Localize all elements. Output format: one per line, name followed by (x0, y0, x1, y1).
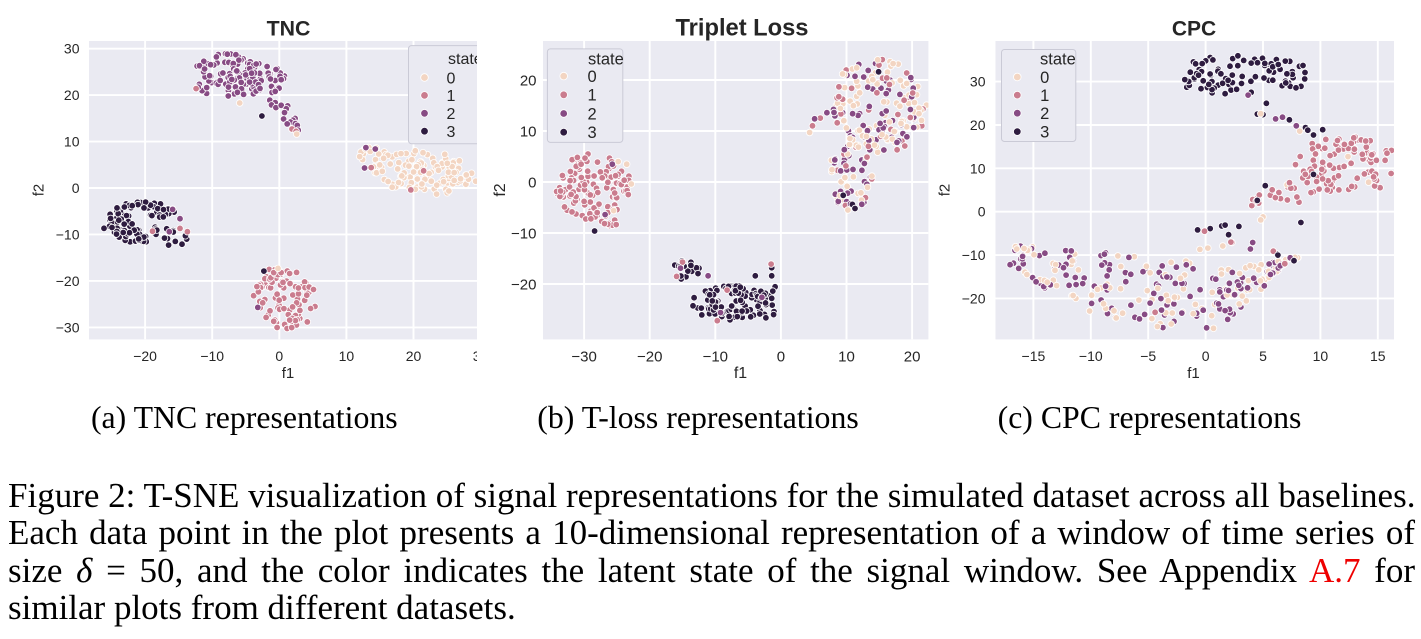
svg-text:20: 20 (64, 87, 80, 103)
svg-text:0: 0 (275, 348, 283, 364)
svg-text:−10: −10 (56, 227, 80, 243)
svg-text:0: 0 (72, 180, 80, 196)
svg-text:−20: −20 (56, 273, 80, 289)
svg-text:10: 10 (970, 160, 986, 176)
svg-text:3: 3 (588, 124, 597, 142)
svg-text:0: 0 (978, 204, 986, 220)
svg-text:−10: −10 (703, 348, 728, 365)
svg-text:20: 20 (970, 117, 986, 133)
svg-text:10: 10 (64, 134, 80, 150)
svg-text:−30: −30 (571, 348, 596, 365)
svg-text:30: 30 (970, 74, 986, 90)
svg-text:f2: f2 (492, 183, 509, 196)
svg-text:−15: −15 (1022, 348, 1046, 364)
svg-text:30: 30 (473, 348, 489, 364)
svg-text:−5: −5 (1140, 348, 1156, 364)
svg-text:2: 2 (1040, 105, 1049, 123)
svg-text:1: 1 (1040, 87, 1049, 105)
svg-text:0: 0 (528, 174, 536, 191)
svg-text:0: 0 (447, 70, 456, 87)
svg-text:f1: f1 (1187, 365, 1200, 382)
svg-text:−20: −20 (511, 276, 536, 293)
svg-text:TNC: TNC (267, 17, 311, 41)
svg-text:10: 10 (339, 348, 355, 364)
svg-text:0: 0 (777, 348, 785, 365)
svg-text:0: 0 (1202, 348, 1210, 364)
svg-text:f1: f1 (282, 365, 295, 382)
svg-text:−30: −30 (56, 319, 80, 335)
svg-text:−20: −20 (133, 348, 157, 364)
svg-text:20: 20 (406, 348, 422, 364)
svg-text:0: 0 (588, 68, 597, 86)
svg-text:3: 3 (447, 124, 456, 141)
svg-text:−20: −20 (962, 291, 986, 307)
svg-text:20: 20 (904, 348, 921, 365)
svg-text:10: 10 (1313, 348, 1329, 364)
svg-text:3: 3 (1040, 124, 1049, 142)
svg-text:15: 15 (1370, 348, 1386, 364)
svg-text:30: 30 (64, 41, 80, 57)
svg-text:Triplet Loss: Triplet Loss (676, 16, 809, 42)
svg-text:−10: −10 (962, 247, 986, 263)
svg-text:f2: f2 (936, 184, 953, 197)
svg-text:−10: −10 (200, 348, 224, 364)
svg-text:−20: −20 (637, 348, 662, 365)
svg-text:−10: −10 (511, 225, 536, 242)
svg-text:5: 5 (1259, 348, 1267, 364)
svg-text:10: 10 (838, 348, 855, 365)
svg-text:CPC: CPC (1172, 18, 1216, 41)
svg-text:f1: f1 (734, 365, 747, 382)
svg-text:0: 0 (1040, 69, 1049, 87)
svg-text:f2: f2 (30, 184, 47, 197)
svg-text:20: 20 (520, 72, 537, 89)
svg-text:10: 10 (520, 123, 537, 140)
svg-text:state: state (1040, 51, 1076, 69)
svg-text:state: state (588, 50, 624, 68)
svg-text:−10: −10 (1079, 348, 1103, 364)
svg-text:2: 2 (447, 106, 456, 123)
svg-text:2: 2 (588, 105, 597, 123)
svg-text:1: 1 (447, 88, 456, 105)
svg-text:state: state (448, 51, 483, 68)
svg-text:1: 1 (588, 87, 597, 105)
